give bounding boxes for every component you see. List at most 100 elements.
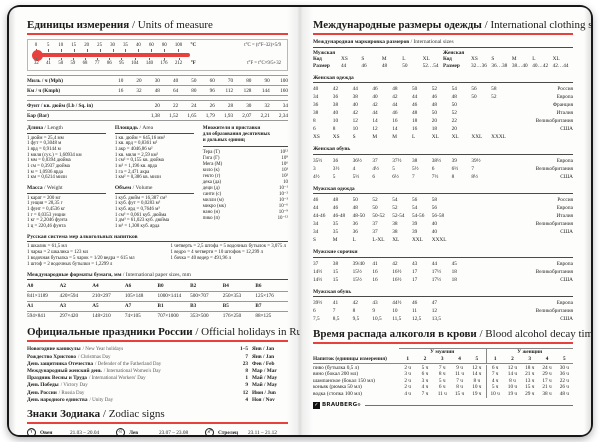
table-cell: XL [392,237,400,244]
table-row: 37 38 39/40 41 42 43 44 45 Европа [313,260,573,268]
conversion-columns: Длина / Length 1 дюйм = 25,4 мм 1 фут = 0… [27,125,288,230]
measure-item: 1 штоф = 2 водочных бутылки = 1,2299 л [27,262,113,268]
table-cell: L-XL [372,237,385,244]
table-cell: 39 [411,221,418,228]
table-cell: 16 [118,87,124,94]
section-title-en: / Area [139,125,154,131]
prefix-value: 10¹² [280,150,288,156]
hours-cell: 5 ч [491,384,499,391]
table-cell: 40 [332,110,339,117]
table-row: 8 10 12 14 16 18 20 22 Великобритания [313,117,573,125]
section-title: Мужская обувь [313,289,573,298]
table-cell [491,196,511,204]
paper-size: 125×176 [255,293,274,300]
holiday-name-en: / International Workers' Day [88,376,146,382]
table-cell: 50 [431,110,438,117]
size-code: S [361,56,365,63]
table-cell: 8 [332,126,336,133]
table-cell: 58 [431,197,438,204]
conversion-item: 1 м² = 1,196 кв. ярда [114,164,157,170]
table-cell: 38½ [431,157,442,164]
table-cell: 14 [392,126,398,133]
table-row: 34 35 36 37 38 39 40 Великобритания [313,220,573,228]
hours-cell: 30 ч [559,364,569,371]
country-label: Россия [557,86,573,93]
count-header: 1 [406,355,409,362]
gender-row: Мужская Женская [313,50,573,57]
table-cell [471,268,491,276]
heading-ru: Единицы измерения [27,19,130,31]
right-page: Международные размеры одежды / Internati… [300,7,591,435]
prefix-value: 10⁻⁶ [278,204,288,210]
fahrenheit-scale: 32 41 50 59 68 77 86 95 104 140 176 212 [34,57,182,68]
hours-cell: 36 ч [559,371,569,378]
table-cell: 8 [352,308,356,315]
table-cell: 16 [372,276,378,283]
table-cell: 3½ [332,165,340,172]
table-cell: 43 [372,300,378,307]
table-cell: 39½ [471,157,481,164]
section-title: Мужские сорочки [313,249,573,258]
country-label: Европа [556,260,573,267]
table-cell: 43 [411,260,418,267]
clothing-sizes-heading: Международные размеры одежды / Internati… [313,19,591,35]
celsius-tick: 40 [136,43,141,51]
conversion-item: 1 см³ = 0,061 куб. дюйма [114,212,167,218]
prefix-row: деци (д) 10⁻¹ [203,186,288,192]
hours-cell: 19 ч [472,390,482,397]
hours-cell: 11 ч [437,390,447,397]
prefix-name: нано (н) [202,210,220,216]
table-cell: 7 [411,173,415,180]
table-cell [452,220,472,228]
heading-en: / International clothing sizes [484,19,591,31]
table-cell: 40 [431,229,438,236]
table-cell: 40 [352,102,358,109]
fahrenheit-row: 32 41 50 59 68 77 86 95 104 140 176 212 °F t°F = t°… [34,57,281,68]
row-label: Фунт / кв. дюйм (Lb / Sq. in) [27,102,93,109]
table-row: Бар (Bar) 1,38 1,52 1,65 1,79 1,93 2,07 2,21 2,… [27,110,288,121]
hours-cell: 2 ч [404,364,411,371]
table-cell [491,173,511,181]
table-cell: 5½ [352,173,360,180]
size-value: 50 [402,63,408,70]
table-cell [471,196,491,204]
section-title-ru: Международные форматы бумаги, мм [27,271,122,278]
table-cell: XL [451,134,459,141]
holiday-name-ru: День защитника Отечества [27,360,93,367]
paper-size: 105×148 [124,293,144,300]
prefix-value: 10⁶ [281,162,288,168]
holiday-day: 23 [242,360,248,367]
celsius-tick: 20 [84,43,90,51]
fahrenheit-tick: 77 [94,57,100,66]
table-cell [491,315,511,323]
paper-format: B0 [157,283,164,290]
celsius-tick: 80 [161,43,167,51]
column-1: Длина / Length 1 дюйм = 25,4 мм 1 фут = 0… [27,125,106,230]
prefix-name: Гига (Г) [202,156,220,162]
table-row: 44 46 48 50 52 54 56 Европа [313,204,573,212]
holiday-name-ru: Рождество Христово [27,353,77,360]
zodiac-dates: 23.11 – 21.12 [248,429,277,435]
table-row: 36 38 40 42 44 46 48 50 Франция [313,101,573,109]
table-cell [452,204,472,212]
hours-cell: 48 ч [559,390,569,397]
table-cell: 11,5 [392,316,402,323]
conversion-item: 1 кг = 2,2046 фунта [27,218,68,224]
brauberg-logo: ✓ BRAUBERG ® [313,401,361,409]
table-cell: 50 [411,86,418,93]
table-cell: 38 [352,94,358,101]
table-cell: 48 [392,86,398,93]
hours-cell: 14 ч [507,371,518,378]
conversion-item: 1 см² = 0,155 кв. дюйма [114,158,164,164]
section-title: Женская обувь [313,146,573,155]
hours-cell: 7 ч [438,364,446,371]
paper-size: 210×297 [92,293,111,300]
table-cell: 56-58 [431,213,445,220]
hours-cell: 15 ч [525,384,535,391]
holiday-day: 1 [245,375,248,382]
hours-cell: 10 ч [472,384,482,391]
table-cell: 44 [352,86,358,93]
table-cell: M [332,237,338,244]
count-header: 3 [440,355,444,362]
